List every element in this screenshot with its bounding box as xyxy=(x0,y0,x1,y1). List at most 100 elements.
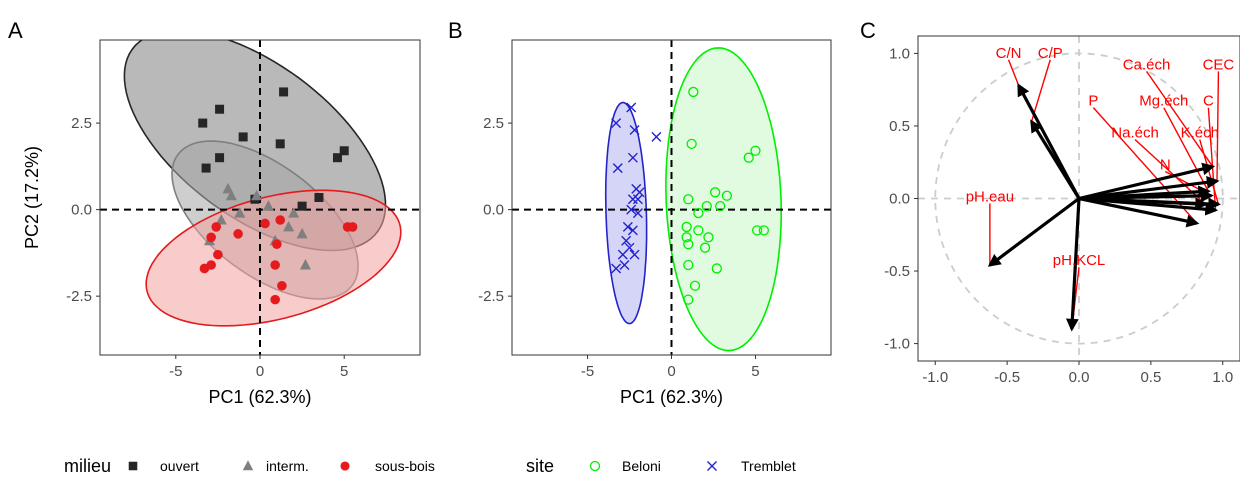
y-tick-label: 0.0 xyxy=(71,202,92,219)
variable-label: Ca.éch xyxy=(1123,56,1171,73)
point-Tremblet xyxy=(626,204,637,215)
variable-label: N xyxy=(1160,156,1171,173)
loading-arrow-C/P xyxy=(1030,119,1081,200)
x-tick-label: 0.5 xyxy=(1140,369,1161,386)
point-Beloni xyxy=(699,242,711,253)
point-sous-bois xyxy=(206,232,216,243)
legend-marker-Tremblet xyxy=(707,461,717,471)
point-Tremblet xyxy=(626,102,637,113)
legend-marker-sous-bois xyxy=(340,461,350,471)
variable-label: P xyxy=(1088,93,1098,110)
point-ouvert xyxy=(238,132,248,142)
point-Beloni xyxy=(710,187,721,198)
point-interm. xyxy=(215,214,227,225)
panel-letter-c: C xyxy=(860,18,876,43)
point-Beloni xyxy=(711,263,722,274)
point-ouvert xyxy=(215,153,225,163)
x-tick-label: -1.0 xyxy=(922,369,948,386)
variable-label: pH.KCL xyxy=(1053,252,1106,269)
x-tick-label: -0.5 xyxy=(994,369,1020,386)
panel-b: -5 0 5 -2.5 0.0 2.5 PC1 (62.3%) xyxy=(478,39,832,407)
variable-label: C/N xyxy=(996,45,1022,62)
point-sous-bois xyxy=(260,218,270,229)
point-sous-bois xyxy=(199,263,210,274)
y-tick-label: 0.5 xyxy=(889,118,910,135)
plot-area xyxy=(100,40,420,355)
loading-arrow-Ca.éch xyxy=(1078,162,1216,201)
point-sous-bois xyxy=(277,280,287,291)
point-sous-bois xyxy=(233,229,243,239)
point-interm. xyxy=(251,189,263,201)
panel-c: C/N C/P Ca.éch CEC P Mg.éch C Na.éch K.éch NpH.ea… xyxy=(884,35,1240,386)
legend-title-milieu: milieu xyxy=(64,456,111,476)
x-tick-label: 1.0 xyxy=(1212,369,1233,386)
variable-label: Mg.éch xyxy=(1139,93,1188,110)
point-ouvert xyxy=(339,146,349,156)
legend-label: interm. xyxy=(266,458,309,474)
point-interm. xyxy=(296,227,308,239)
point-interm. xyxy=(288,207,300,218)
panel-letter-b: B xyxy=(448,18,463,43)
point-ouvert xyxy=(215,104,225,114)
point-Beloni xyxy=(686,138,697,149)
x-axis-title: PC1 (62.3%) xyxy=(620,387,723,407)
legend-site-items: Beloni Tremblet xyxy=(589,458,796,474)
point-ouvert xyxy=(275,139,285,149)
point-Tremblet xyxy=(627,225,638,236)
legend-marker-Beloni xyxy=(589,460,601,472)
x-tick-label: 0.0 xyxy=(1069,369,1090,386)
variable-label: CEC xyxy=(1203,56,1235,73)
point-ouvert xyxy=(201,163,211,173)
x-axis-title: PC1 (62.3%) xyxy=(208,387,311,407)
loading-arrow-N xyxy=(1078,189,1214,203)
label-connector-C/P xyxy=(1030,59,1051,122)
point-Beloni xyxy=(681,232,692,243)
y-tick-label: -2.5 xyxy=(66,288,92,305)
point-interm. xyxy=(234,207,246,218)
point-Beloni xyxy=(751,225,763,236)
point-interm. xyxy=(222,182,234,194)
variable-label: C xyxy=(1203,93,1214,110)
point-Tremblet xyxy=(611,118,622,129)
legend-label: ouvert xyxy=(160,458,199,474)
point-Tremblet xyxy=(632,208,643,219)
variable-label: Na.éch xyxy=(1111,125,1159,142)
point-Tremblet xyxy=(651,131,662,142)
point-Tremblet xyxy=(612,163,623,174)
point-ouvert xyxy=(297,201,307,211)
point-Beloni xyxy=(683,259,694,271)
label-connector-CEC xyxy=(1216,71,1220,182)
point-Beloni xyxy=(715,201,726,212)
point-Beloni xyxy=(703,232,714,243)
legend-title-site: site xyxy=(526,456,554,476)
label-connector-C xyxy=(1207,107,1217,211)
y-tick-label: 0.0 xyxy=(889,191,910,208)
loading-arrow-CEC xyxy=(1078,176,1220,201)
point-interm. xyxy=(225,189,237,201)
point-Beloni xyxy=(681,221,692,233)
point-sous-bois xyxy=(270,294,280,305)
point-Beloni xyxy=(683,239,694,250)
point-Tremblet xyxy=(627,152,638,163)
y-tick-label: 1.0 xyxy=(889,45,910,62)
point-ouvert xyxy=(198,118,208,128)
y-axis-title: PC2 (17.2%) xyxy=(22,146,42,249)
point-Tremblet xyxy=(629,249,640,260)
point-sous-bois xyxy=(211,222,222,232)
variable-label: pH.eau xyxy=(966,188,1014,205)
point-Tremblet xyxy=(611,263,622,274)
point-Tremblet xyxy=(619,260,630,270)
point-interm. xyxy=(283,220,295,232)
point-ouvert xyxy=(279,87,289,97)
point-ouvert xyxy=(314,193,324,202)
point-sous-bois xyxy=(347,222,358,232)
point-interm. xyxy=(299,259,311,270)
y-tick-label: 2.5 xyxy=(483,115,504,132)
legend-label: Beloni xyxy=(622,458,661,474)
point-Beloni xyxy=(743,152,754,163)
point-Beloni xyxy=(693,225,704,236)
plot-area: C/N C/P Ca.éch CEC P Mg.éch C Na.éch K.éch NpH.ea… xyxy=(918,36,1240,361)
loading-arrow-P xyxy=(1078,196,1200,228)
legend-marker-ouvert xyxy=(128,461,138,471)
